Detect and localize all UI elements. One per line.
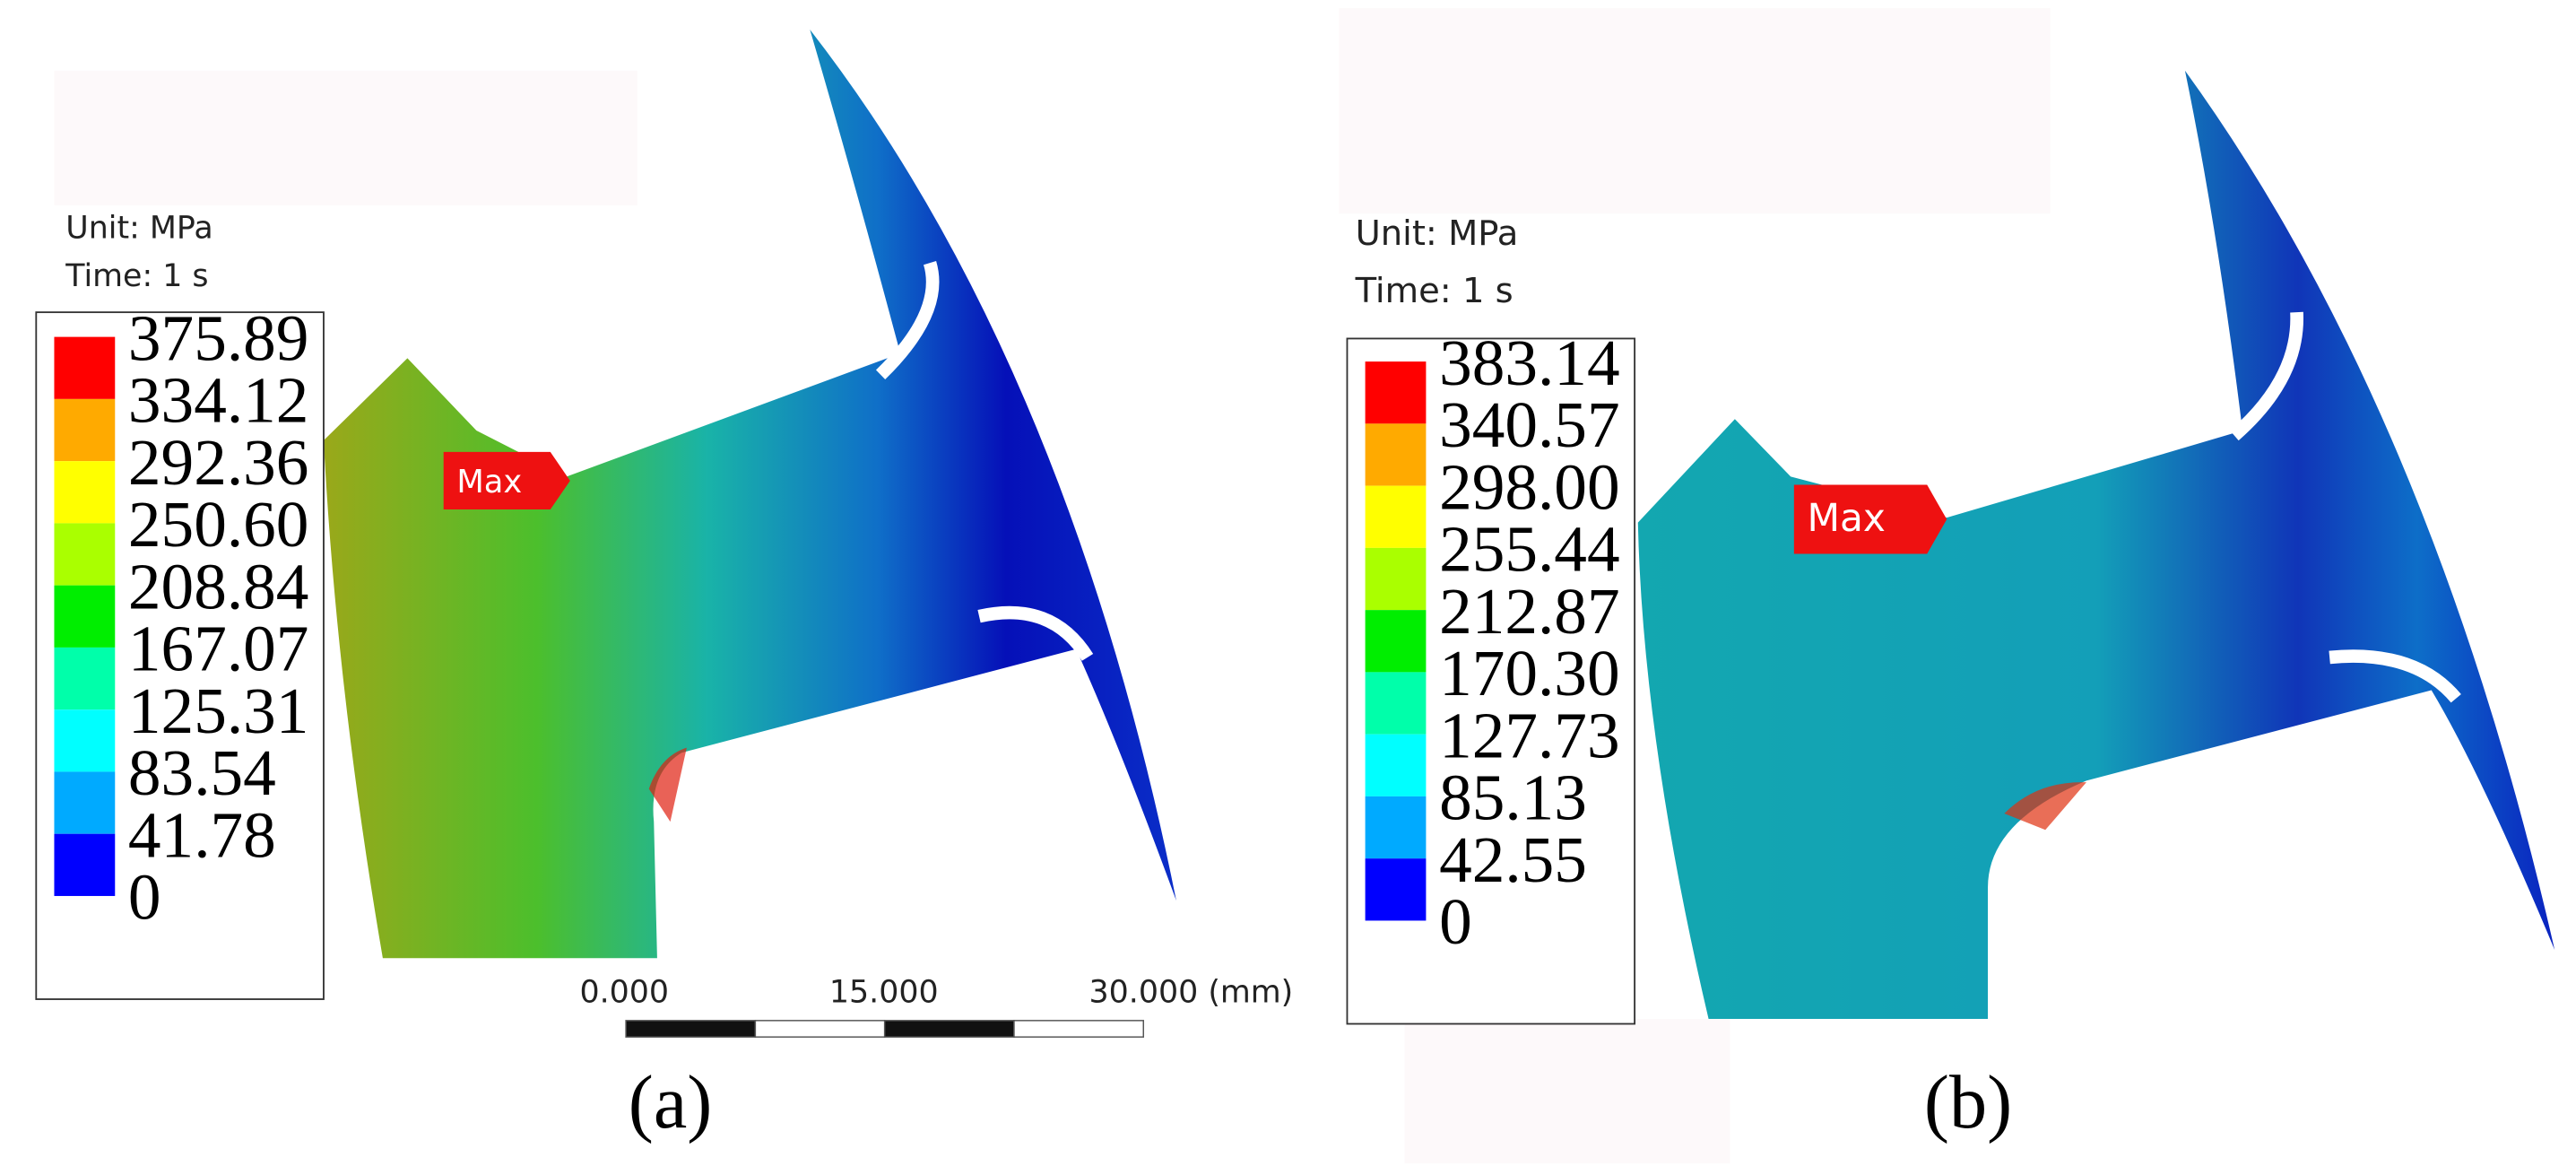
unit-label: Unit: MPa: [65, 211, 212, 247]
scale-label: 30.000 (mm): [1089, 975, 1294, 1011]
legend-swatch: [1365, 672, 1427, 735]
legend-swatch: [1365, 423, 1427, 486]
legend-swatch: [54, 833, 116, 896]
legend-swatch: [1365, 485, 1427, 548]
max-flag: [443, 451, 570, 510]
legend-swatch: [54, 647, 116, 710]
scale-segment: [625, 1020, 757, 1038]
hotspot: [648, 747, 687, 822]
legend-swatch: [54, 398, 116, 462]
legend-swatch: [1365, 734, 1427, 796]
slot: [2230, 311, 2303, 441]
unit-label: Unit: MPa: [1356, 213, 1519, 254]
slot: [2329, 649, 2461, 703]
legend-swatch: [54, 336, 116, 399]
model-b: [1637, 70, 2555, 1020]
legend-label: 85.13: [1439, 761, 1587, 834]
legend-label: 170.30: [1439, 637, 1620, 709]
legend-swatch: [54, 585, 116, 648]
max-label: Max: [456, 464, 522, 500]
legend-label: 250.60: [128, 488, 309, 561]
legend-label: 292.36: [128, 426, 309, 499]
legend-swatch: [1365, 858, 1427, 921]
scale-label: 15.000: [829, 975, 939, 1011]
legend-label: 375.89: [128, 301, 309, 374]
max-label: Max: [1807, 496, 1885, 540]
max-flag: [1793, 484, 1947, 554]
slot: [875, 261, 940, 380]
legend-swatch: [54, 461, 116, 524]
scale-label: 0.000: [579, 975, 669, 1011]
model-a: [323, 29, 1176, 959]
legend-label: 41.78: [128, 798, 276, 871]
legend-swatch: [54, 709, 116, 772]
blank-box: [54, 70, 637, 206]
scale-segment: [1013, 1020, 1144, 1038]
legend-label: 83.54: [128, 736, 276, 809]
legend-swatch: [1365, 547, 1427, 611]
legend-label: 383.14: [1439, 326, 1620, 399]
legend-swatch: [54, 771, 116, 834]
caption: (b): [1924, 1061, 2012, 1144]
legend-label: 340.57: [1439, 388, 1620, 461]
legend-label: 125.31: [128, 674, 309, 747]
legend-label: 208.84: [128, 550, 309, 622]
scale-segment: [754, 1020, 886, 1038]
legend-label: 167.07: [128, 613, 309, 685]
legend-label: 127.73: [1439, 699, 1620, 771]
legend-swatch: [54, 523, 116, 586]
hotspot: [2004, 782, 2086, 831]
time-label: Time: 1 s: [1355, 271, 1514, 311]
legend-label: 334.12: [128, 364, 309, 437]
blank-box: [1404, 1019, 1730, 1164]
slot: [977, 605, 1094, 661]
legend-swatch: [1365, 361, 1427, 424]
legend-swatch: [1365, 610, 1427, 673]
legend-label: 298.00: [1439, 450, 1620, 523]
caption: (a): [629, 1061, 713, 1144]
legend-swatch: [1365, 796, 1427, 859]
legend-label: 212.87: [1439, 575, 1620, 648]
legend-label: 0: [128, 861, 161, 934]
legend-label: 42.55: [1439, 823, 1587, 896]
scale-segment: [883, 1020, 1015, 1038]
time-label: Time: 1 s: [65, 258, 208, 294]
blank-box: [1339, 8, 2051, 214]
legend-label: 0: [1439, 885, 1472, 958]
legend-label: 255.44: [1439, 513, 1620, 586]
